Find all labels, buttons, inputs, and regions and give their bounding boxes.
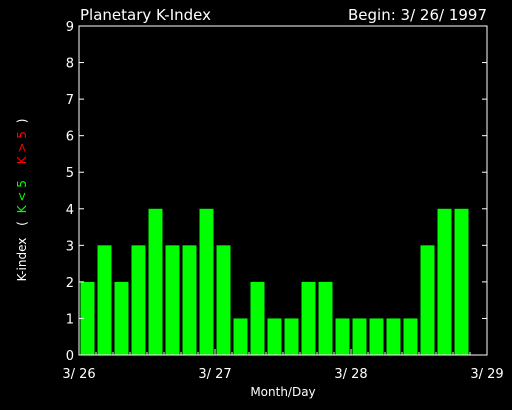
bar-17 [369,318,384,355]
y-axis-label-above-5: K > 5 [15,131,29,164]
bar-13 [301,281,316,355]
chart-subtitle: Begin: 3/ 26/ 1997 [348,6,487,24]
bar-20 [420,245,435,355]
bar-3 [131,245,146,355]
y-axis-label-close-paren: ) [15,119,29,124]
y-tick-label-6: 6 [66,130,74,145]
bar-15 [335,318,350,355]
chart-title: Planetary K-Index [80,6,211,24]
y-tick-label-5: 5 [66,166,74,181]
bar-9 [233,318,248,355]
bar-10 [250,281,265,355]
y-tick-label-1: 1 [66,312,74,327]
plot-frame [78,25,488,356]
x-axis-label: Month/Day [250,385,315,399]
y-axis-label: K-index ( K < 5 K > 5 ) [15,119,29,282]
bar-14 [318,281,333,355]
bar-21 [437,208,452,355]
x-tick-label-0: 3/ 26 [62,367,95,382]
bar-16 [352,318,367,355]
bar-12 [284,318,299,355]
bar-8 [216,245,231,355]
x-tick-label-1: 3/ 27 [198,367,231,382]
y-tick-label-4: 4 [66,203,74,218]
x-tick-label-2: 3/ 28 [334,367,367,382]
y-tick-label-2: 2 [66,276,74,291]
y-tick-label-7: 7 [66,93,74,108]
x-tick-label-3: 3/ 29 [470,367,503,382]
bar-0 [80,281,95,355]
plot-area: 0 1 2 3 4 5 6 7 8 9 3/ 26 3/ 27 3/ 28 3/ 29 [62,20,503,382]
y-axis-label-open-paren: ( [15,221,29,226]
y-axis-label-below-5: K < 5 [15,180,29,213]
y-tick-label-3: 3 [66,239,74,254]
bar-1 [97,245,112,355]
y-axis-label-main: K-index [15,238,29,282]
bar-4 [148,208,163,355]
y-tick-label-0: 0 [66,349,74,364]
y-tick-label-9: 9 [66,20,74,35]
bar-6 [182,245,197,355]
bar-7 [199,208,214,355]
bar-2 [114,281,129,355]
bar-5 [165,245,180,355]
bar-11 [267,318,282,355]
y-tick-label-8: 8 [66,57,74,72]
bar-18 [386,318,401,355]
bar-22 [454,208,469,355]
bar-19 [403,318,418,355]
